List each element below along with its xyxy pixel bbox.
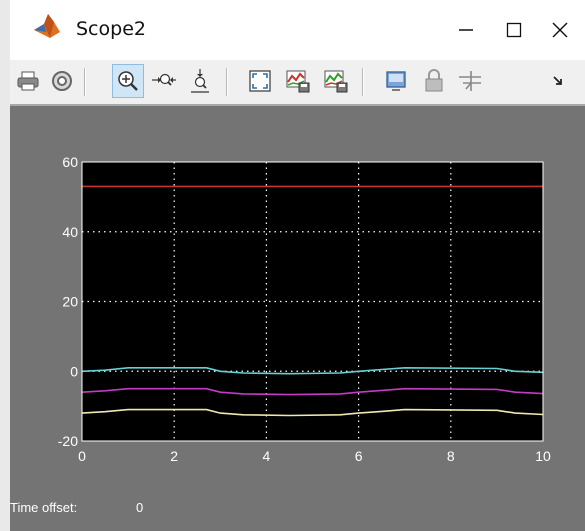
y-tick-label: 20 (62, 294, 78, 310)
y-tick-label: -20 (58, 433, 78, 449)
save-axes-button[interactable] (282, 64, 314, 98)
x-tick-label: 8 (447, 448, 455, 464)
time-offset-label: Time offset: (10, 500, 78, 515)
zoom-in-icon (118, 71, 138, 91)
restore-axes-icon (324, 70, 348, 93)
x-tick-label: 0 (78, 448, 86, 464)
printer-icon (17, 71, 39, 91)
print-button[interactable] (12, 64, 44, 98)
title-bar[interactable]: Scope2 (10, 0, 585, 60)
gear-icon (52, 71, 72, 91)
toolbar-separator (362, 68, 363, 96)
signal-selection-button[interactable] (454, 64, 486, 98)
y-tick-label: 0 (70, 363, 78, 379)
maximize-icon (506, 22, 522, 38)
restore-axes-button[interactable] (320, 64, 352, 98)
plot-frame (81, 161, 544, 442)
window-edge (0, 0, 10, 531)
parameters-button[interactable] (46, 64, 78, 98)
overflow-button[interactable] (546, 64, 570, 98)
series-line-4 (81, 408, 544, 417)
autoscale-icon (249, 70, 271, 92)
x-tick-label: 4 (263, 448, 271, 464)
close-icon (552, 22, 568, 38)
zoom-x-button[interactable] (148, 64, 180, 98)
signal-selector-icon (459, 71, 481, 91)
lock-axes-button[interactable] (418, 64, 450, 98)
minimize-button[interactable] (446, 10, 486, 50)
zoom-button[interactable] (112, 64, 144, 98)
autoscale-button[interactable] (244, 64, 276, 98)
floating-scope-icon (386, 71, 406, 91)
floating-scope-button[interactable] (380, 64, 412, 98)
toolbar (10, 60, 585, 104)
time-offset-value: 0 (136, 500, 144, 515)
maximize-button[interactable] (494, 10, 534, 50)
lock-icon (425, 69, 443, 92)
matlab-icon (34, 14, 60, 38)
close-button[interactable] (540, 10, 580, 50)
x-tick-label: 6 (355, 448, 363, 464)
toolbar-separator (226, 68, 227, 96)
zoom-y-button[interactable] (184, 64, 216, 98)
x-tick-label: 10 (535, 448, 551, 464)
y-tick-label: 40 (62, 224, 78, 240)
chevron-more-icon (553, 76, 562, 85)
toolbar-separator (84, 68, 85, 96)
zoom-x-icon (152, 73, 176, 86)
minimize-icon (459, 29, 473, 31)
y-tick-label: 60 (62, 154, 78, 170)
series-line-3 (81, 387, 544, 396)
zoom-y-icon (191, 69, 209, 93)
window-title: Scope2 (76, 18, 146, 40)
series-line-2 (81, 366, 544, 375)
x-tick-label: 2 (170, 448, 178, 464)
save-axes-icon (286, 70, 310, 93)
